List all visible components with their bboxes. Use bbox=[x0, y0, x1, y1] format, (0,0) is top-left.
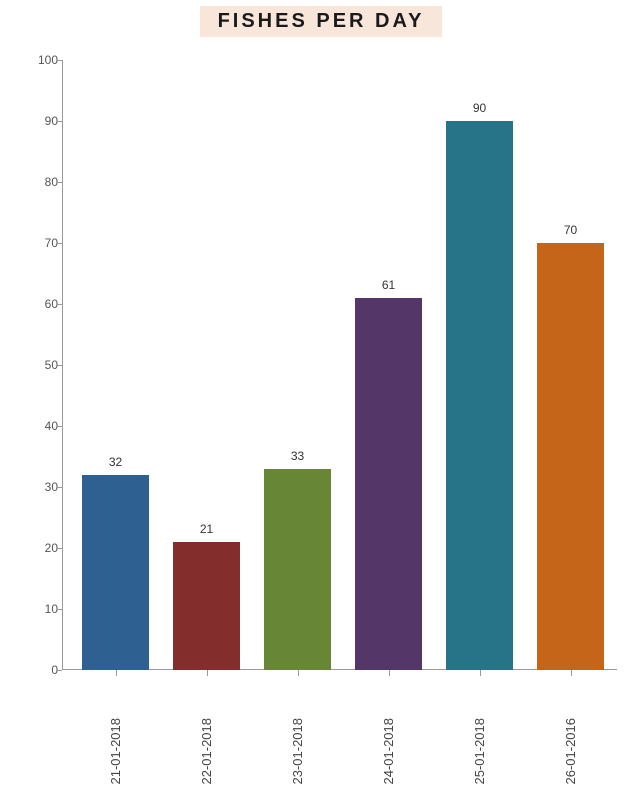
bar-value-label: 32 bbox=[82, 455, 149, 469]
bars-container: 322133619070 bbox=[62, 60, 617, 670]
chart-plot-area: 322133619070 0102030405060708090100 bbox=[62, 60, 617, 670]
x-tick-label: 21-01-2018 bbox=[108, 718, 123, 798]
bar-value-label: 61 bbox=[355, 278, 422, 292]
y-tick-mark bbox=[57, 243, 62, 244]
x-labels-container: 21-01-201822-01-201823-01-201824-01-2018… bbox=[62, 682, 617, 792]
x-tick-label: 23-01-2018 bbox=[290, 718, 305, 798]
y-tick-mark bbox=[57, 670, 62, 671]
x-tick-label: 22-01-2018 bbox=[199, 718, 214, 798]
y-tick-mark bbox=[57, 365, 62, 366]
y-tick-label: 0 bbox=[20, 663, 58, 677]
bar-value-label: 70 bbox=[537, 223, 604, 237]
y-tick-mark bbox=[57, 304, 62, 305]
x-tick-mark bbox=[480, 670, 481, 676]
y-tick-label: 10 bbox=[20, 602, 58, 616]
y-tick-label: 70 bbox=[20, 236, 58, 250]
y-tick-mark bbox=[57, 121, 62, 122]
x-tick-mark bbox=[116, 670, 117, 676]
y-tick-label: 100 bbox=[20, 53, 58, 67]
x-tick-label: 26-01-2016 bbox=[563, 718, 578, 798]
x-tick-mark bbox=[207, 670, 208, 676]
x-tick-mark bbox=[389, 670, 390, 676]
bar-value-label: 90 bbox=[446, 101, 513, 115]
bar-value-label: 33 bbox=[264, 449, 331, 463]
y-tick-mark bbox=[57, 548, 62, 549]
bar: 32 bbox=[82, 475, 149, 670]
bar-value-label: 21 bbox=[173, 522, 240, 536]
x-tick-label: 24-01-2018 bbox=[381, 718, 396, 798]
y-tick-label: 30 bbox=[20, 480, 58, 494]
y-tick-label: 80 bbox=[20, 175, 58, 189]
y-tick-mark bbox=[57, 487, 62, 488]
chart-title-container: FISHES PER DAY bbox=[0, 0, 642, 37]
bar: 33 bbox=[264, 469, 331, 670]
y-tick-mark bbox=[57, 182, 62, 183]
x-tick-mark bbox=[298, 670, 299, 676]
y-tick-label: 90 bbox=[20, 114, 58, 128]
y-tick-mark bbox=[57, 426, 62, 427]
x-tick-label: 25-01-2018 bbox=[472, 718, 487, 798]
y-tick-mark bbox=[57, 609, 62, 610]
y-tick-mark bbox=[57, 60, 62, 61]
bar: 61 bbox=[355, 298, 422, 670]
bar: 90 bbox=[446, 121, 513, 670]
x-tick-mark bbox=[571, 670, 572, 676]
y-tick-label: 40 bbox=[20, 419, 58, 433]
y-tick-label: 20 bbox=[20, 541, 58, 555]
bar: 70 bbox=[537, 243, 604, 670]
y-tick-label: 50 bbox=[20, 358, 58, 372]
bar: 21 bbox=[173, 542, 240, 670]
y-tick-label: 60 bbox=[20, 297, 58, 311]
chart-title: FISHES PER DAY bbox=[200, 6, 443, 37]
